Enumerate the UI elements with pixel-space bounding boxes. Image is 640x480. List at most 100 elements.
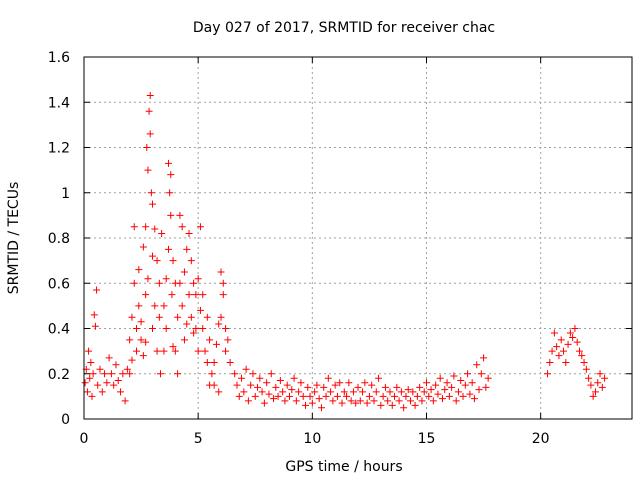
data-point bbox=[347, 397, 355, 405]
data-point bbox=[137, 318, 145, 326]
data-point bbox=[249, 370, 257, 378]
data-point bbox=[212, 340, 220, 348]
data-point bbox=[91, 322, 99, 330]
data-point bbox=[164, 245, 172, 253]
data-point bbox=[571, 325, 579, 332]
data-point bbox=[166, 189, 174, 197]
data-point bbox=[270, 395, 278, 403]
data-point bbox=[320, 383, 328, 391]
data-point bbox=[315, 395, 323, 403]
data-point bbox=[443, 379, 451, 387]
data-point bbox=[313, 381, 321, 389]
data-point bbox=[566, 329, 574, 337]
chart-title: Day 027 of 2017, SRMTID for receiver cha… bbox=[193, 20, 495, 36]
data-point bbox=[149, 200, 156, 208]
axis-ticks: 0 0.2 0.4 0.6 0.8 1 1.2 1.4 1.6 0 5 10 15 20 bbox=[48, 50, 632, 447]
data-point bbox=[203, 313, 211, 321]
data-point bbox=[206, 336, 214, 344]
data-point bbox=[112, 361, 120, 369]
data-point bbox=[308, 399, 316, 407]
data-point bbox=[404, 386, 412, 394]
data-point bbox=[190, 329, 198, 337]
data-point bbox=[327, 388, 335, 396]
data-point bbox=[409, 388, 417, 396]
data-point bbox=[144, 166, 152, 174]
data-point bbox=[130, 279, 138, 287]
data-point bbox=[101, 370, 109, 378]
data-point bbox=[297, 379, 305, 387]
data-point bbox=[286, 392, 293, 400]
data-point bbox=[192, 291, 200, 299]
data-point bbox=[363, 399, 371, 407]
data-point bbox=[388, 401, 396, 409]
data-point bbox=[354, 383, 362, 391]
x-tick-label: 0 bbox=[80, 431, 89, 447]
data-point bbox=[482, 383, 490, 391]
data-point bbox=[199, 325, 207, 332]
data-point bbox=[155, 279, 163, 287]
data-point bbox=[477, 370, 485, 378]
data-point bbox=[144, 275, 152, 283]
y-tick-label: 0.6 bbox=[48, 276, 70, 292]
data-point bbox=[555, 352, 563, 360]
data-point bbox=[578, 352, 586, 360]
data-point bbox=[183, 245, 191, 253]
y-tick-label: 1.6 bbox=[48, 50, 70, 66]
y-tick-label: 1.4 bbox=[48, 95, 70, 111]
data-point bbox=[475, 386, 483, 394]
data-point bbox=[96, 365, 104, 373]
data-point bbox=[423, 379, 430, 387]
data-point bbox=[265, 390, 273, 398]
data-point bbox=[345, 379, 353, 387]
data-point bbox=[142, 223, 150, 231]
data-point bbox=[322, 392, 330, 400]
data-point bbox=[121, 397, 129, 405]
data-point bbox=[299, 392, 307, 400]
data-point bbox=[176, 211, 184, 219]
data-point bbox=[329, 397, 337, 405]
data-point bbox=[203, 358, 211, 366]
data-point bbox=[365, 392, 373, 400]
data-point bbox=[356, 397, 364, 405]
data-point bbox=[550, 329, 558, 337]
x-axis-label: GPS time / hours bbox=[285, 459, 402, 475]
data-point bbox=[215, 388, 223, 396]
data-point bbox=[103, 379, 111, 387]
data-point bbox=[219, 291, 227, 299]
data-point bbox=[217, 268, 225, 276]
data-point bbox=[256, 374, 264, 382]
x-tick-label: 15 bbox=[418, 431, 436, 447]
y-tick-label: 0.4 bbox=[48, 322, 70, 338]
data-point bbox=[185, 229, 193, 237]
data-point bbox=[244, 397, 252, 405]
data-point bbox=[196, 223, 204, 231]
data-point bbox=[247, 381, 255, 389]
data-point bbox=[126, 336, 134, 344]
data-point bbox=[601, 374, 609, 382]
data-point bbox=[377, 401, 385, 409]
data-points bbox=[81, 91, 609, 412]
data-point bbox=[349, 388, 357, 396]
data-point bbox=[587, 381, 595, 389]
data-point bbox=[128, 356, 136, 364]
data-point bbox=[427, 386, 435, 394]
data-point bbox=[466, 390, 474, 398]
data-point bbox=[468, 379, 476, 387]
data-point bbox=[553, 343, 561, 351]
data-point bbox=[400, 404, 408, 412]
data-point bbox=[153, 347, 161, 355]
data-point bbox=[240, 388, 248, 396]
data-point bbox=[448, 383, 456, 391]
data-point bbox=[420, 388, 428, 396]
data-point bbox=[260, 399, 268, 407]
data-point bbox=[187, 313, 195, 321]
data-point bbox=[156, 370, 164, 378]
data-point bbox=[370, 397, 378, 405]
data-point bbox=[594, 379, 602, 387]
data-point bbox=[573, 338, 581, 346]
data-point bbox=[217, 313, 225, 321]
data-point bbox=[397, 388, 405, 396]
y-tick-label: 0.2 bbox=[48, 367, 70, 383]
data-point bbox=[580, 358, 588, 366]
data-point bbox=[167, 171, 175, 179]
